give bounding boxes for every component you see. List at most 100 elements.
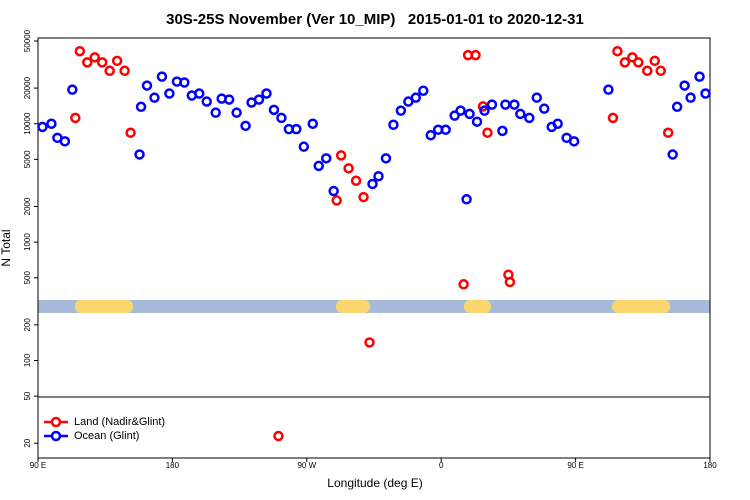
point [552,118,563,129]
point [538,103,550,114]
point [358,191,369,203]
point [642,65,653,77]
point [509,99,520,110]
point [74,45,86,57]
point [449,110,460,121]
point [194,88,205,99]
point [455,105,466,116]
point [276,112,287,124]
point [607,112,619,124]
point [464,108,475,120]
point [141,80,153,91]
point [179,77,190,88]
point [37,121,48,133]
legend-label: Land (Nadir&Glint) [74,416,165,428]
ocean-band [38,300,710,313]
point [335,150,347,161]
point [373,171,384,182]
point [291,123,302,135]
point [350,175,362,186]
y-tick-label: 2000 [23,197,32,215]
point [524,112,535,124]
point [164,88,175,99]
point [504,276,516,288]
point [135,101,147,113]
point [410,92,422,103]
point [486,99,498,110]
point [273,430,284,442]
point [497,125,508,137]
point [515,108,526,120]
y-tick-label: 20 [23,438,32,447]
x-tick-label: 180 [703,461,717,470]
point [328,185,339,197]
point [82,57,93,68]
point [268,104,280,116]
point [470,49,481,61]
point [667,149,678,160]
point [395,105,407,116]
point [96,57,108,68]
point [67,84,78,95]
point [700,88,711,99]
land-band [612,300,670,313]
point [149,92,160,103]
y-tick-label: 50 [23,391,32,400]
point [307,118,319,129]
y-tick-label: 100 [23,353,32,367]
y-axis-label: N Total [0,229,13,266]
land-band [336,300,370,313]
point [223,94,235,105]
y-tick-label: 20000 [23,76,32,99]
point [461,194,472,205]
point [500,99,511,110]
y-tick-label: 10000 [23,112,32,135]
point [531,92,543,103]
y-tick-label: 50000 [23,29,32,52]
point [46,118,57,129]
point [685,92,696,103]
point [603,84,614,95]
point [568,136,580,147]
point [119,65,130,77]
point [633,57,644,68]
y-tick-label: 500 [23,271,32,285]
point [612,45,623,57]
plot-frame [37,37,711,459]
point [367,178,378,190]
land-band [75,300,133,313]
point [655,65,666,77]
point [418,85,429,96]
point [380,153,392,164]
legend-label: Ocean (Glint) [74,430,139,442]
point [364,337,375,348]
point [210,107,221,118]
point [59,136,71,147]
point [331,195,342,206]
point [479,105,490,116]
point [125,127,136,138]
point [694,71,705,82]
point [320,153,332,164]
point [662,127,674,138]
point [440,124,451,135]
point [240,120,251,132]
y-tick-label: 1000 [23,233,32,251]
point [261,88,272,99]
point [649,55,660,67]
point [231,107,242,118]
point [156,71,168,82]
point [679,80,690,91]
point [111,55,123,67]
x-tick-label: 90 E [567,461,583,470]
point [89,52,100,63]
legend-marker [50,430,62,442]
point [388,119,399,131]
x-axis-label: Longitude (deg E) [327,476,422,490]
point [201,96,212,107]
x-tick-label: 180 [166,461,180,470]
y-tick-label: 5000 [23,150,32,168]
point [627,52,638,63]
point [134,149,145,160]
